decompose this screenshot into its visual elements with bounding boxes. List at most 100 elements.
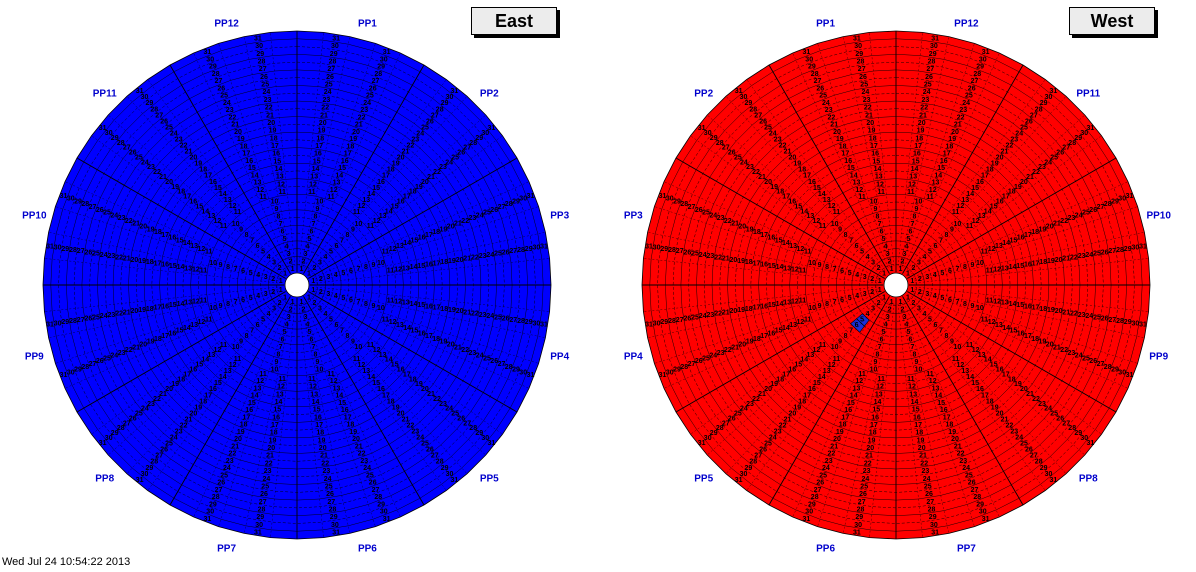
- cell-number: 1: [878, 278, 882, 285]
- cell-number: 16: [209, 386, 217, 393]
- cell-number: 27: [1097, 361, 1105, 368]
- cell-number: 14: [1009, 264, 1017, 271]
- cell-number: 4: [866, 254, 870, 261]
- cell-number: 28: [1035, 459, 1043, 466]
- cell-number: 20: [352, 436, 360, 443]
- cell-number: 16: [788, 367, 796, 374]
- cell-number: 29: [61, 319, 69, 326]
- west-title: West: [1069, 7, 1155, 35]
- cell-number: 6: [908, 336, 912, 343]
- cell-number: 27: [327, 66, 335, 73]
- cell-number: 9: [275, 359, 279, 366]
- cell-number: 22: [115, 311, 123, 318]
- cell-number: 20: [833, 129, 841, 136]
- cell-number: 28: [212, 494, 220, 501]
- cell-number: 17: [315, 422, 323, 429]
- cell-number: 12: [988, 319, 996, 326]
- cell-number: 12: [908, 181, 916, 188]
- cell-divider: [647, 232, 878, 282]
- cell-number: 11: [926, 371, 934, 378]
- cell-divider: [300, 36, 350, 267]
- cell-number: 29: [74, 367, 82, 374]
- cell-number: 21: [231, 443, 239, 450]
- cell-number: 11: [799, 297, 807, 304]
- cell-number: 18: [270, 135, 278, 142]
- cell-number: 15: [176, 237, 184, 244]
- cell-number: 12: [957, 362, 965, 369]
- cell-divider: [869, 303, 895, 538]
- cell-number: 4: [855, 272, 859, 279]
- cell-number: 23: [108, 312, 116, 319]
- cell-number: 16: [976, 179, 984, 186]
- cell-number: 12: [797, 246, 805, 253]
- cell-number: 13: [184, 300, 192, 307]
- cell-divider: [314, 181, 530, 278]
- cell-number: 24: [324, 476, 332, 483]
- cell-number: 26: [695, 358, 703, 365]
- cell-number: 15: [847, 165, 855, 172]
- cell-number: 17: [943, 414, 951, 421]
- cell-number: 31: [931, 36, 939, 43]
- cell-number: 9: [371, 262, 375, 269]
- sector-label-pp5: PP5: [480, 473, 499, 484]
- cell-divider: [310, 297, 486, 456]
- cell-number: 27: [688, 204, 696, 211]
- cell-number: 17: [943, 151, 951, 158]
- cell-number: 26: [96, 207, 104, 214]
- cell-number: 1: [910, 287, 914, 294]
- cell-number: 11: [907, 376, 915, 383]
- cell-number: 29: [377, 64, 385, 71]
- cell-number: 10: [209, 260, 217, 267]
- cell-number: 14: [966, 374, 974, 381]
- cell-number: 4: [334, 293, 338, 300]
- cell-number: 25: [924, 484, 932, 491]
- cell-number: 14: [410, 264, 418, 271]
- sector-label-pp4: PP4: [550, 351, 569, 362]
- cell-divider: [300, 303, 350, 534]
- cell-number: 25: [421, 441, 429, 448]
- cell-number: 18: [946, 143, 954, 150]
- cell-divider: [315, 206, 539, 280]
- cell-number: 21: [722, 310, 730, 317]
- cell-number: 21: [402, 417, 410, 424]
- cell-number: 29: [256, 514, 264, 521]
- cell-number: 29: [929, 514, 937, 521]
- cell-number: 28: [505, 364, 513, 371]
- cell-number: 28: [1116, 247, 1124, 254]
- cell-number: 7: [311, 221, 315, 228]
- cell-number: 17: [425, 232, 433, 239]
- cell-divider: [911, 296, 1102, 435]
- cell-divider: [309, 298, 468, 474]
- cell-number: 15: [847, 400, 855, 407]
- cell-number: 30: [930, 522, 938, 529]
- cell-number: 6: [281, 336, 285, 343]
- cell-number: 9: [874, 359, 878, 366]
- cell-number: 14: [367, 191, 375, 198]
- cell-number: 19: [793, 161, 801, 168]
- cell-number: 20: [789, 155, 797, 162]
- cell-number: 16: [418, 235, 426, 242]
- cell-number: 16: [397, 199, 405, 206]
- cell-number: 5: [329, 249, 333, 256]
- sector-boundary: [675, 157, 885, 279]
- cell-number: 5: [906, 236, 910, 243]
- cell-number: 13: [254, 385, 262, 392]
- east-wheel: 1234567891011111212131314141515161617171…: [22, 18, 570, 554]
- cell-number: 12: [277, 384, 285, 391]
- cell-divider: [309, 96, 468, 272]
- cell-number: 31: [698, 440, 706, 447]
- cell-number: 22: [125, 218, 133, 225]
- cell-number: 23: [825, 458, 833, 465]
- cell-number: 21: [919, 453, 927, 460]
- cell-number: 12: [813, 347, 821, 354]
- cell-number: 24: [1075, 212, 1083, 219]
- cell-number: 26: [260, 491, 268, 498]
- cell-number: 1: [307, 294, 311, 301]
- cell-number: 17: [1002, 194, 1010, 201]
- cell-number: 10: [808, 305, 816, 312]
- cell-number: 27: [123, 145, 131, 152]
- cell-number: 10: [316, 199, 324, 206]
- cell-number: 11: [981, 316, 989, 323]
- cell-number: 3: [272, 305, 276, 312]
- cell-number: 15: [273, 407, 281, 414]
